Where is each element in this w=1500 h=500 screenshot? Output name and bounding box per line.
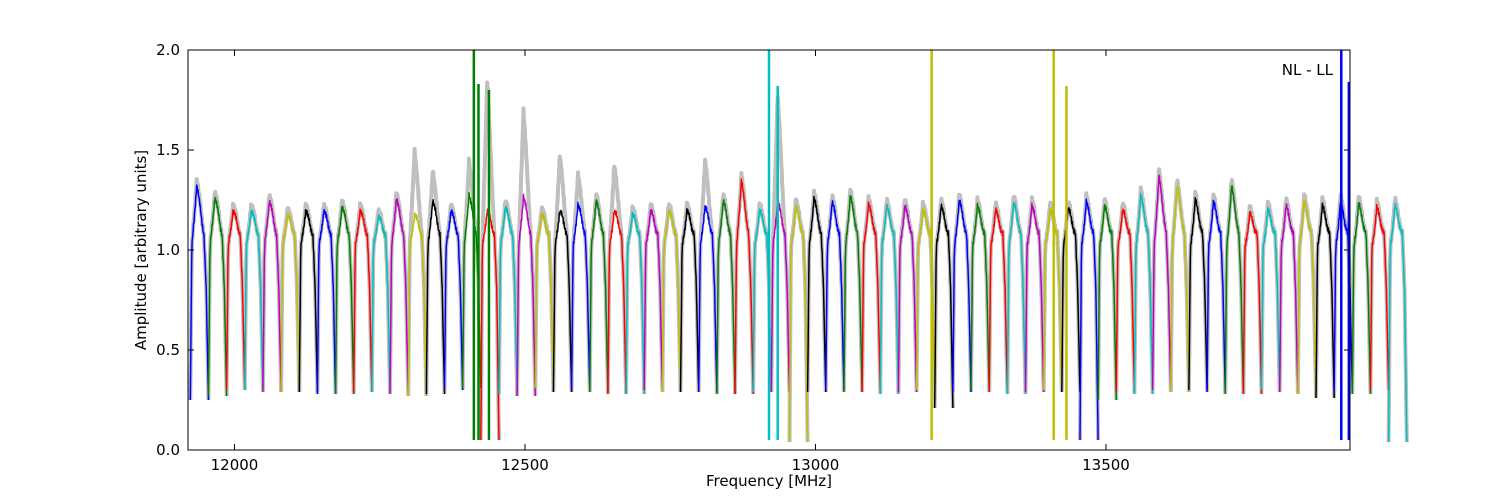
band-series-62 bbox=[1315, 202, 1335, 399]
y-axis: 0.0 0.5 1.0 1.5 2.0 bbox=[156, 41, 1350, 459]
band-series-56 bbox=[1206, 199, 1226, 393]
band-series-27 bbox=[679, 207, 700, 393]
band-series-44 bbox=[988, 207, 1009, 393]
band-series-23 bbox=[607, 209, 627, 395]
rfi-spikes bbox=[472, 50, 1351, 440]
band-series bbox=[189, 174, 1408, 443]
band-series-34 bbox=[806, 195, 827, 393]
x-tick-label-1: 12500 bbox=[501, 456, 549, 474]
band-series-18 bbox=[516, 193, 537, 397]
x-tick-label-0: 12000 bbox=[211, 456, 259, 474]
band-series-58 bbox=[1242, 211, 1263, 395]
x-axis: 12000 12500 13000 13500 bbox=[211, 50, 1130, 474]
band-series-43 bbox=[970, 202, 990, 391]
band-series-2 bbox=[225, 209, 246, 391]
band-series-45 bbox=[1006, 201, 1027, 395]
y-tick-label-3: 1.5 bbox=[156, 141, 180, 159]
band-series-46 bbox=[1024, 202, 1045, 393]
x-tick-label-2: 13000 bbox=[792, 456, 840, 474]
band-series-32 bbox=[770, 198, 791, 393]
baseline-annotation: NL - LL bbox=[1282, 61, 1334, 79]
band-series-8 bbox=[334, 205, 355, 395]
band-series-50 bbox=[1097, 203, 1118, 401]
y-tick-label-2: 1.0 bbox=[156, 241, 180, 259]
band-series-25 bbox=[643, 208, 664, 391]
band-series-49 bbox=[1079, 198, 1099, 441]
band-series-12 bbox=[407, 212, 428, 397]
x-tick-label-3: 13500 bbox=[1082, 456, 1130, 474]
band-series-52 bbox=[1133, 192, 1154, 395]
band-series-54 bbox=[1170, 185, 1190, 393]
band-series-59 bbox=[1260, 207, 1281, 391]
band-series-42 bbox=[952, 199, 972, 393]
band-series-10 bbox=[371, 214, 391, 393]
band-series-65 bbox=[1369, 204, 1390, 391]
y-axis-label: Amplitude [arbitrary units] bbox=[132, 150, 150, 350]
band-series-0 bbox=[189, 184, 210, 401]
band-series-11 bbox=[389, 198, 409, 395]
y-tick-label-0: 0.0 bbox=[156, 441, 180, 459]
band-series-39 bbox=[897, 204, 918, 393]
band-series-61 bbox=[1297, 199, 1317, 395]
band-series-41 bbox=[933, 203, 954, 409]
band-series-28 bbox=[697, 205, 718, 393]
x-axis-label: Frequency [MHz] bbox=[706, 472, 832, 490]
band-series-9 bbox=[352, 208, 373, 393]
band-series-24 bbox=[625, 211, 645, 395]
band-series-13 bbox=[425, 199, 446, 395]
band-series-37 bbox=[861, 201, 882, 393]
band-series-64 bbox=[1351, 202, 1372, 395]
band-series-7 bbox=[316, 208, 337, 395]
band-series-17 bbox=[498, 205, 518, 395]
band-series-55 bbox=[1188, 196, 1208, 391]
band-series-60 bbox=[1278, 203, 1299, 393]
band-series-26 bbox=[661, 209, 682, 393]
band-series-22 bbox=[589, 199, 609, 393]
y-tick-label-4: 2.0 bbox=[156, 41, 180, 59]
band-series-4 bbox=[262, 199, 282, 393]
band-series-3 bbox=[244, 209, 264, 391]
band-series-30 bbox=[734, 178, 754, 395]
band-series-14 bbox=[443, 209, 464, 391]
band-series-33 bbox=[788, 204, 809, 443]
band-series-21 bbox=[570, 201, 591, 391]
band-series-1 bbox=[207, 196, 228, 397]
band-series-57 bbox=[1224, 184, 1245, 395]
band-series-66 bbox=[1387, 202, 1408, 443]
band-series-29 bbox=[716, 199, 736, 395]
band-series-36 bbox=[843, 195, 863, 393]
y-tick-label-1: 0.5 bbox=[156, 341, 180, 359]
band-series-51 bbox=[1115, 208, 1136, 393]
band-series-48 bbox=[1061, 207, 1081, 393]
band-series-35 bbox=[825, 200, 845, 391]
band-series-5 bbox=[280, 212, 301, 393]
band-series-38 bbox=[879, 203, 900, 395]
band-series-6 bbox=[298, 209, 319, 393]
band-series-20 bbox=[552, 209, 573, 393]
band-series-19 bbox=[534, 212, 555, 389]
band-series-53 bbox=[1151, 174, 1172, 391]
